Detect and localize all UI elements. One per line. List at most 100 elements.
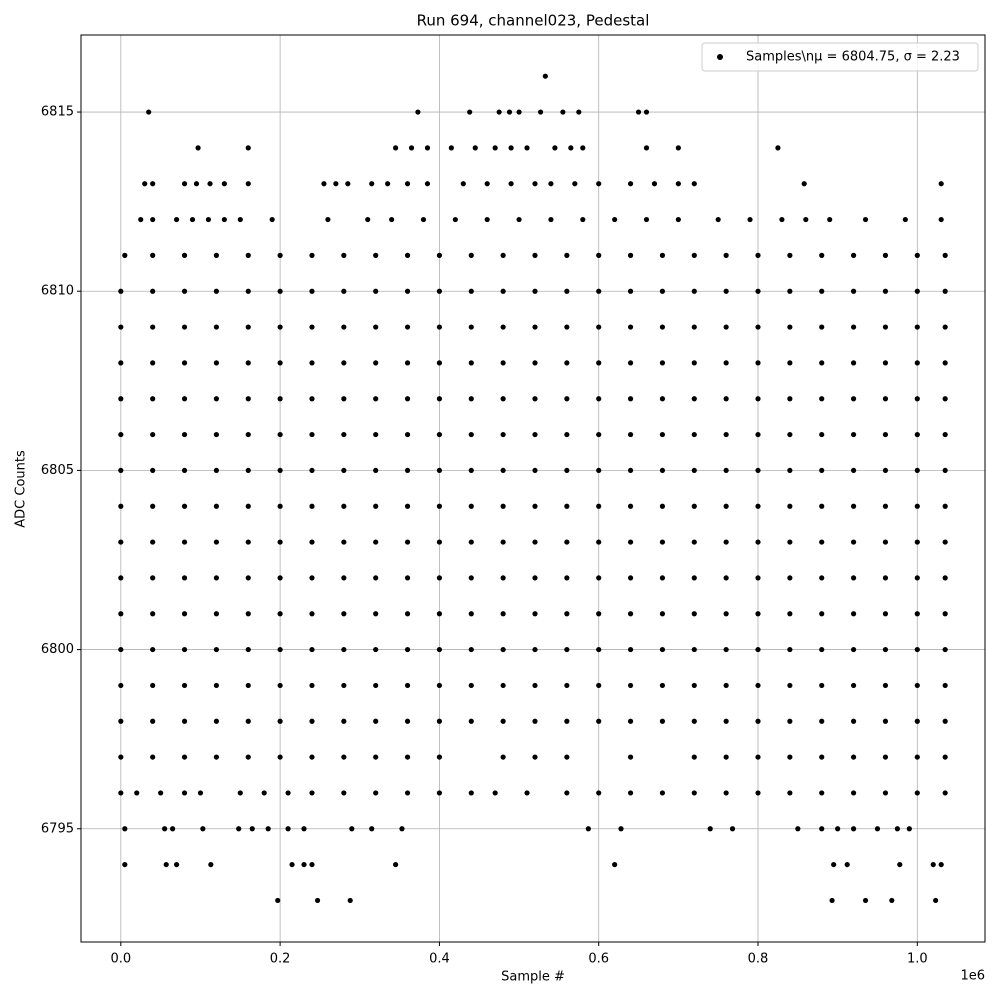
point [341, 360, 347, 366]
point [181, 503, 188, 509]
point [399, 826, 405, 832]
point [500, 396, 506, 402]
point [181, 682, 188, 689]
point [373, 790, 379, 796]
point [659, 252, 666, 258]
point [404, 575, 411, 581]
point [850, 503, 857, 509]
point [341, 324, 347, 330]
point [930, 861, 936, 868]
point [723, 539, 729, 545]
point [829, 897, 835, 904]
point [596, 682, 602, 689]
point [245, 611, 251, 617]
point [325, 216, 331, 223]
point [404, 539, 411, 545]
point [404, 288, 411, 294]
point [914, 467, 920, 474]
point [245, 754, 251, 760]
point [819, 252, 825, 258]
point [118, 575, 124, 581]
point [500, 324, 506, 330]
point [301, 826, 307, 832]
point [596, 467, 602, 474]
point [468, 288, 474, 294]
point [341, 396, 347, 402]
point [181, 431, 188, 438]
point [914, 360, 920, 366]
point [659, 646, 666, 653]
point [468, 252, 474, 258]
point [659, 718, 666, 724]
point [532, 754, 538, 760]
point [691, 646, 697, 653]
point [213, 646, 220, 653]
point [819, 718, 825, 724]
point [277, 575, 283, 581]
x-axis-label: Sample # [501, 970, 565, 985]
point [158, 790, 164, 796]
point [659, 790, 666, 796]
point [787, 360, 793, 366]
point [408, 145, 415, 151]
point [755, 360, 761, 366]
point [213, 611, 220, 617]
point [942, 575, 948, 581]
point [882, 431, 889, 438]
point [118, 396, 124, 402]
point [564, 646, 570, 653]
point [373, 575, 379, 581]
point [118, 754, 124, 760]
point [484, 216, 490, 223]
point [500, 539, 506, 545]
point [500, 252, 506, 258]
point [585, 826, 591, 832]
point [484, 181, 490, 187]
point [404, 503, 411, 509]
point [118, 790, 124, 796]
point [755, 790, 761, 796]
point [691, 324, 697, 330]
point [819, 790, 825, 796]
point [404, 431, 411, 438]
point [500, 718, 506, 724]
point [436, 252, 443, 258]
point [787, 539, 793, 545]
point [942, 396, 948, 402]
point [659, 682, 666, 689]
point [787, 467, 793, 474]
point [596, 539, 602, 545]
point [468, 503, 474, 509]
legend: Samples\nμ = 6804.75, σ = 2.23 [701, 42, 979, 72]
point [181, 324, 188, 330]
point [627, 539, 634, 545]
point [755, 611, 761, 617]
point [723, 682, 729, 689]
point [496, 109, 502, 115]
point [277, 431, 283, 438]
point [564, 682, 570, 689]
point [819, 646, 825, 653]
point [150, 396, 156, 402]
point [181, 252, 188, 258]
point [341, 431, 347, 438]
point [277, 718, 283, 724]
point [404, 181, 411, 187]
point [436, 646, 443, 653]
point [373, 324, 379, 330]
point [691, 539, 697, 545]
point [118, 324, 124, 330]
point [819, 431, 825, 438]
point [468, 718, 474, 724]
point [373, 252, 379, 258]
point [850, 252, 857, 258]
point [942, 718, 948, 724]
point [309, 431, 315, 438]
point [532, 718, 538, 724]
x-tick-label: 0.2 [270, 952, 291, 967]
point [627, 718, 634, 724]
point [436, 539, 443, 545]
point [341, 575, 347, 581]
